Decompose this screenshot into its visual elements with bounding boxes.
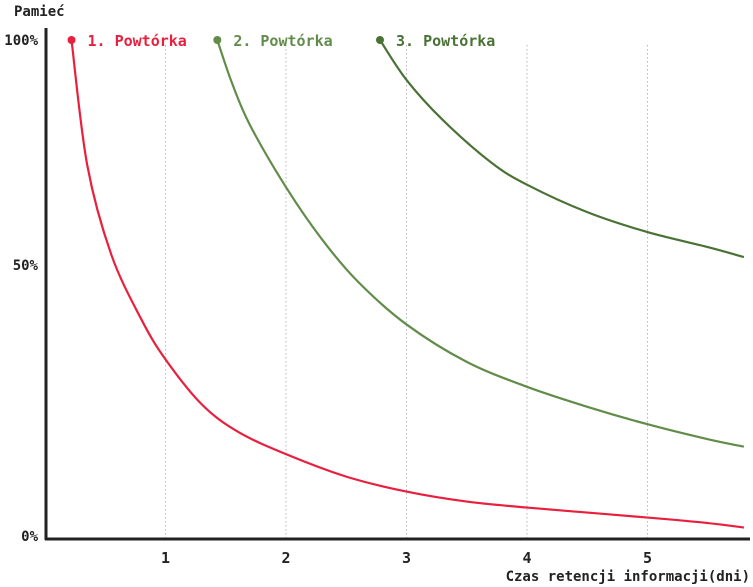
x-tick-label: 1 bbox=[161, 549, 170, 567]
y-tick-label: 50% bbox=[13, 258, 39, 274]
y-tick-label: 100% bbox=[4, 33, 38, 49]
series-line-1 bbox=[70, 39, 745, 529]
series-start-marker bbox=[67, 36, 76, 44]
series-label-1: 1. Powtórka bbox=[88, 32, 187, 50]
series-label-3: 3. Powtórka bbox=[396, 32, 495, 50]
series-lines bbox=[70, 39, 745, 529]
series-label-2: 2. Powtórka bbox=[233, 32, 332, 50]
x-tick-label: 3 bbox=[402, 549, 411, 567]
x-axis-label: Czas retencji informacji(dni) bbox=[506, 569, 750, 585]
series-line-2 bbox=[216, 39, 745, 448]
y-tick-label: 0% bbox=[21, 529, 38, 545]
series-start-marker bbox=[375, 36, 384, 44]
axes bbox=[44, 28, 750, 541]
x-tick-label: 4 bbox=[522, 549, 531, 567]
series-line-3 bbox=[379, 39, 745, 259]
y-axis-label: Pamieć bbox=[14, 4, 65, 20]
x-tick-label: 2 bbox=[281, 549, 290, 567]
series-start-marker bbox=[213, 36, 222, 44]
tick-labels: 1 2 3 4 5 100% 50% 0% bbox=[4, 33, 652, 567]
series-labels: 1. Powtórka 2. Powtórka 3. Powtórka bbox=[67, 32, 495, 50]
x-tick-label: 5 bbox=[643, 549, 652, 567]
grid-lines bbox=[165, 45, 648, 539]
